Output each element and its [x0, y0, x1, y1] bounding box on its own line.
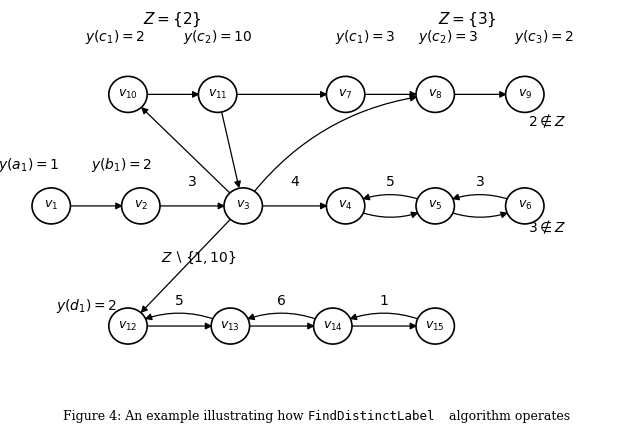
Ellipse shape: [109, 76, 147, 112]
Text: $v_{11}$: $v_{11}$: [208, 88, 227, 101]
Ellipse shape: [109, 308, 147, 344]
Ellipse shape: [506, 76, 544, 112]
Text: $v_5$: $v_5$: [428, 199, 442, 212]
Text: $v_{14}$: $v_{14}$: [323, 320, 343, 332]
Ellipse shape: [32, 188, 70, 224]
Ellipse shape: [314, 308, 352, 344]
Text: $v_7$: $v_7$: [339, 88, 353, 101]
Ellipse shape: [326, 76, 365, 112]
Text: $y(a_1) = 1$: $y(a_1) = 1$: [0, 157, 60, 175]
Text: 4: 4: [290, 175, 299, 189]
Text: $3 \notin Z$: $3 \notin Z$: [528, 219, 566, 236]
Text: 5: 5: [175, 294, 184, 308]
Text: $y(c_1) = 3$: $y(c_1) = 3$: [335, 28, 395, 46]
Ellipse shape: [224, 188, 262, 224]
Text: 5: 5: [386, 175, 395, 189]
Ellipse shape: [122, 188, 160, 224]
Ellipse shape: [416, 188, 454, 224]
Ellipse shape: [198, 76, 237, 112]
Text: Figure 4: An example illustrating how: Figure 4: An example illustrating how: [63, 410, 307, 423]
Text: 3: 3: [476, 175, 484, 189]
Text: $v_{15}$: $v_{15}$: [426, 320, 445, 332]
Text: $v_6$: $v_6$: [518, 199, 532, 212]
Text: $v_2$: $v_2$: [134, 199, 148, 212]
Text: $y(d_1) = 2$: $y(d_1) = 2$: [56, 297, 117, 315]
Text: $v_1$: $v_1$: [44, 199, 58, 212]
Text: $y(c_2) = 10$: $y(c_2) = 10$: [183, 28, 252, 46]
Text: FindDistinctLabel: FindDistinctLabel: [307, 410, 435, 423]
Text: $y(c_1) = 2$: $y(c_1) = 2$: [85, 28, 145, 46]
Text: 3: 3: [188, 175, 196, 189]
Text: $v_3$: $v_3$: [236, 199, 250, 212]
Text: $Z = \{2\}$: $Z = \{2\}$: [143, 10, 202, 29]
Text: 1: 1: [380, 294, 388, 308]
Text: $v_9$: $v_9$: [518, 88, 532, 101]
Text: $v_{10}$: $v_{10}$: [118, 88, 138, 101]
Text: $y(c_2) = 3$: $y(c_2) = 3$: [418, 28, 478, 46]
Text: $Z = \{3\}$: $Z = \{3\}$: [438, 10, 497, 29]
Text: $2 \notin Z$: $2 \notin Z$: [528, 113, 566, 130]
Text: $y(c_3) = 2$: $y(c_3) = 2$: [514, 28, 574, 46]
Text: 6: 6: [277, 294, 286, 308]
Text: $v_4$: $v_4$: [339, 199, 353, 212]
Text: $y(b_1) = 2$: $y(b_1) = 2$: [91, 157, 152, 175]
Ellipse shape: [416, 308, 454, 344]
Ellipse shape: [211, 308, 250, 344]
Text: $v_{13}$: $v_{13}$: [221, 320, 240, 332]
Text: $v_{12}$: $v_{12}$: [118, 320, 138, 332]
Ellipse shape: [326, 188, 365, 224]
Text: $v_8$: $v_8$: [428, 88, 442, 101]
Text: $Z \setminus \{1, 10\}$: $Z \setminus \{1, 10\}$: [161, 250, 236, 266]
Ellipse shape: [416, 76, 454, 112]
Ellipse shape: [506, 188, 544, 224]
Text: algorithm operates: algorithm operates: [445, 410, 570, 423]
